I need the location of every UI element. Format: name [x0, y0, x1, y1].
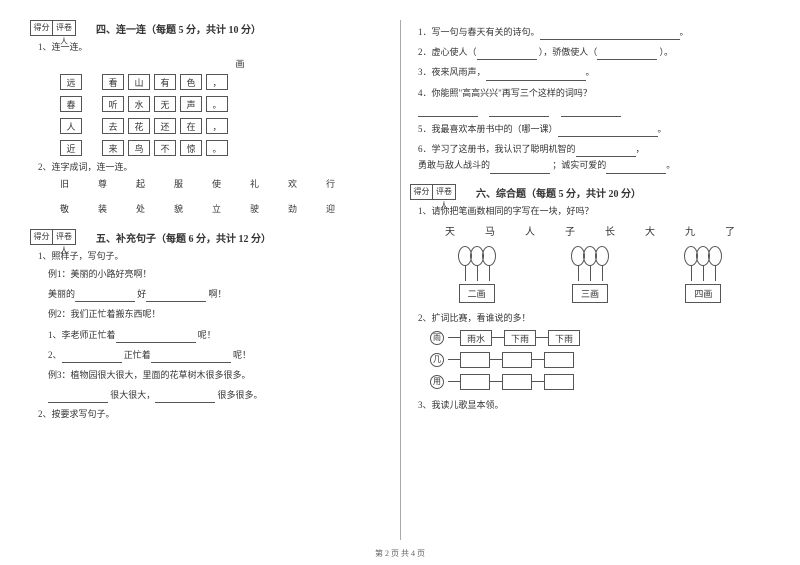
fill-4: 很大很大， 很多很多。	[48, 387, 390, 403]
blank[interactable]	[489, 107, 549, 117]
score-box: 得分 评卷人	[410, 184, 456, 200]
right-rows: 看 山 有 色 ， 听 水 无 声 。 去 花 还 在	[102, 74, 228, 156]
fill-1: 美丽的 好 啊！	[48, 286, 390, 302]
word-box[interactable]	[544, 352, 574, 368]
char-spread: 天 马 人 子 长 大 九 了	[430, 223, 750, 238]
blank[interactable]	[75, 292, 135, 302]
balloon-row: 二画 三画 四画	[420, 246, 760, 303]
left-cells: 远 春 人 近	[60, 74, 82, 156]
blank[interactable]	[606, 164, 666, 174]
section6-title: 六、综合题（每题 5 分，共计 20 分）	[476, 185, 641, 200]
blank[interactable]	[48, 393, 108, 403]
blank[interactable]	[62, 353, 122, 363]
word-chain: 雨 雨水 下雨 下雨	[430, 330, 770, 346]
balloon-icon	[482, 246, 496, 266]
word-box[interactable]	[460, 352, 490, 368]
score-label: 得分	[31, 21, 53, 35]
s5-q2: 2、按要求写句子。	[38, 407, 390, 420]
section5-title: 五、补充句子（每题 6 分，共计 12 分）	[96, 230, 271, 245]
r-l4: 4．你能照"高高兴兴"再写三个这样的词吗？	[418, 85, 770, 117]
balloon-group: 四画	[685, 246, 721, 303]
word-chain: 几	[430, 352, 770, 368]
section4-header: 得分 评卷人 四、连一连（每题 5 分，共计 10 分）	[30, 20, 390, 36]
section5-header: 得分 评卷人 五、补充句子（每题 6 分，共计 12 分）	[30, 229, 390, 245]
stroke-label: 四画	[685, 284, 721, 303]
s6-q1: 1、请你把笔画数相同的字写在一块，好吗？	[418, 204, 770, 217]
example-3: 例3：植物园很大很大，里面的花草树木很多很多。	[48, 367, 390, 383]
word-box[interactable]	[502, 374, 532, 390]
score-box: 得分 评卷人	[30, 20, 76, 36]
section6-header: 得分 评卷人 六、综合题（每题 5 分，共计 20 分）	[410, 184, 770, 200]
fill-2: 1、李老师正忙着 呢！	[48, 327, 390, 343]
word-box[interactable]	[502, 352, 532, 368]
score-box: 得分 评卷人	[30, 229, 76, 245]
cell: 春	[60, 96, 82, 112]
blank[interactable]	[490, 164, 550, 174]
s5-q1: 1、照样子，写句子。	[38, 249, 390, 262]
stroke-label: 三画	[572, 284, 608, 303]
blank[interactable]	[558, 127, 658, 137]
blank[interactable]	[418, 107, 478, 117]
r-l1: 1．写一句与春天有关的诗句。。	[418, 24, 770, 40]
stroke-label: 二画	[459, 284, 495, 303]
s4-q2: 2、连字成词，连一连。	[38, 160, 390, 173]
blank[interactable]	[146, 292, 206, 302]
left-column: 得分 评卷人 四、连一连（每题 5 分，共计 10 分） 1、连一连。 画 远 …	[30, 20, 390, 530]
blank[interactable]	[540, 30, 680, 40]
blank[interactable]	[151, 353, 231, 363]
s6-q3: 3、我读儿歌显本领。	[418, 398, 770, 411]
start-circle: 几	[430, 353, 444, 367]
grid-title: 画	[90, 57, 390, 70]
fill-3: 2、 正忙着 呢！	[48, 347, 390, 363]
balloon-icon	[708, 246, 722, 266]
word-chain: 用	[430, 374, 770, 390]
right-column: 1．写一句与春天有关的诗句。。 2．虚心使人（ ），骄傲使人（ ）。 3．夜来风…	[410, 20, 770, 530]
blank[interactable]	[597, 50, 657, 60]
s4-q1: 1、连一连。	[38, 40, 390, 53]
s6-q2: 2、扩词比赛，看谁说的多！	[418, 311, 770, 324]
char-row-2: 敬 装 处 貌 立 驶 劲 迎	[60, 202, 390, 215]
blank[interactable]	[561, 107, 621, 117]
start-circle: 用	[430, 375, 444, 389]
r-l2: 2．虚心使人（ ），骄傲使人（ ）。	[418, 44, 770, 60]
balloon-group: 三画	[572, 246, 608, 303]
section4-title: 四、连一连（每题 5 分，共计 10 分）	[96, 21, 261, 36]
r-l5: 5．我最喜欢本册书中的（哪一课）。	[418, 121, 770, 137]
word-box: 雨水	[460, 330, 492, 346]
balloon-icon	[595, 246, 609, 266]
word-box: 下雨	[548, 330, 580, 346]
column-divider	[400, 20, 401, 540]
char-row-1: 旧 尊 起 服 使 礼 欢 行	[60, 177, 390, 190]
example-1: 例1：美丽的小路好亮啊！	[48, 266, 390, 282]
blank[interactable]	[155, 393, 215, 403]
r-l3: 3．夜来风雨声，。	[418, 64, 770, 80]
blank[interactable]	[576, 147, 636, 157]
grader-label: 评卷人	[53, 21, 75, 35]
start-circle: 雨	[430, 331, 444, 345]
balloon-group: 二画	[459, 246, 495, 303]
blank[interactable]	[116, 333, 196, 343]
cell: 人	[60, 118, 82, 134]
word-box: 下雨	[504, 330, 536, 346]
blank[interactable]	[486, 71, 586, 81]
r-l6: 6．学习了这册书，我认识了聪明机智的， 勇敢与敌人战斗的 ；诚实可爱的。	[418, 141, 770, 173]
blank[interactable]	[477, 50, 537, 60]
cell: 近	[60, 140, 82, 156]
cell: 远	[60, 74, 82, 90]
matching-grid: 远 春 人 近 看 山 有 色 ， 听 水 无 声 。	[60, 74, 390, 156]
example-2: 例2：我们正忙着搬东西呢！	[48, 306, 390, 322]
page-footer: 第 2 页 共 4 页	[0, 548, 800, 559]
word-box[interactable]	[544, 374, 574, 390]
word-box[interactable]	[460, 374, 490, 390]
